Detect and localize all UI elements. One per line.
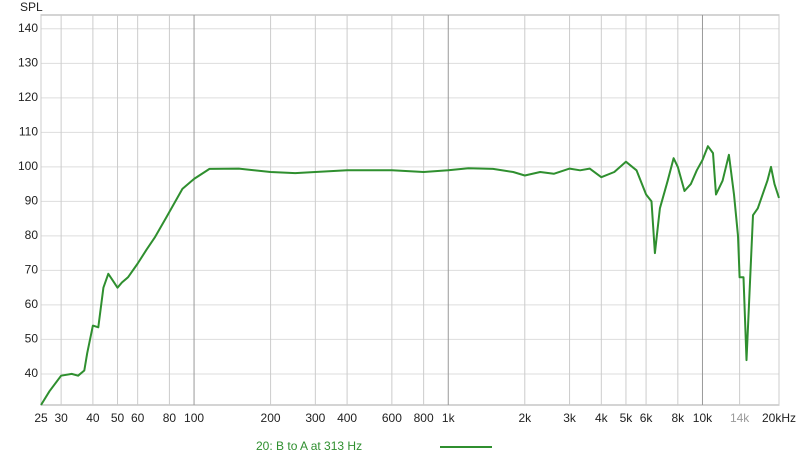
y-tick-label: 40	[25, 366, 39, 380]
x-tick-label: 800	[414, 411, 434, 425]
y-tick-label: 50	[25, 332, 39, 346]
series-line	[40, 145, 780, 406]
plot-frame	[40, 14, 780, 406]
legend-label: 20: B to A at 313 Hz	[256, 439, 362, 453]
y-tick-label: 110	[19, 125, 38, 139]
x-tick-label: 50	[111, 411, 125, 425]
x-tick-label: 4k	[595, 411, 609, 425]
y-tick-label: 120	[18, 90, 38, 104]
x-tick-label: 20kHz	[762, 411, 796, 425]
x-tick-label: 30	[54, 411, 68, 425]
x-tick-label: 40	[86, 411, 100, 425]
y-axis-label: SPL	[20, 0, 43, 14]
x-tick-label: 2k	[518, 411, 532, 425]
x-tick-label: 8k	[671, 411, 685, 425]
x-tick-label: 3k	[563, 411, 577, 425]
x-tick-label: 100	[184, 411, 204, 425]
x-tick-label: 200	[261, 411, 281, 425]
x-tick-label: 6k	[640, 411, 654, 425]
y-tick-label: 140	[18, 21, 38, 35]
x-tick-label: 10k	[693, 411, 713, 425]
y-tick-label: 100	[18, 159, 38, 173]
y-tick-label: 60	[25, 297, 39, 311]
x-tick-label: 300	[305, 411, 325, 425]
x-tick-label: 400	[337, 411, 357, 425]
y-tick-label: 80	[25, 228, 39, 242]
x-tick-label: 80	[163, 411, 177, 425]
x-tick-label: 14k	[730, 411, 750, 425]
x-tick-label: 60	[131, 411, 145, 425]
y-tick-label: 90	[25, 194, 39, 208]
x-tick-label: 25	[34, 411, 48, 425]
x-tick-label: 600	[382, 411, 402, 425]
x-tick-label: 5k	[620, 411, 634, 425]
y-tick-label: 70	[25, 263, 39, 277]
y-tick-label: 130	[18, 55, 38, 69]
x-tick-label: 1k	[442, 411, 456, 425]
